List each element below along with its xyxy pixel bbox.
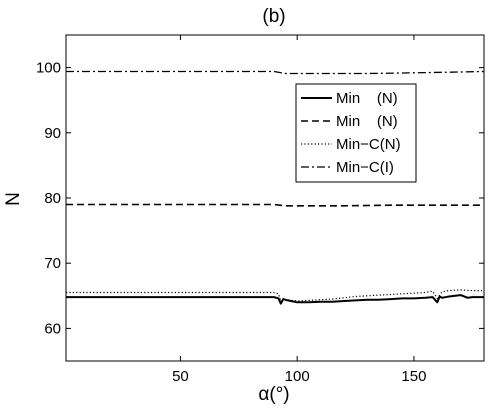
series-line-3 [66,289,484,302]
legend-box [295,83,417,183]
y-tick-label: 100 [36,60,61,77]
x-axis-label: α(°) [258,384,289,405]
plot-area [65,34,485,362]
x-tick-label: 100 [285,368,310,385]
y-tick-label: 60 [44,320,61,337]
x-axis: 50 100 150 [172,35,426,385]
legend-label: Min (N) [336,113,398,130]
y-axis-label: N [3,192,24,206]
chart-title: (b) [262,6,285,27]
series-layer [66,70,485,305]
legend-label: Min−C(N) [336,136,401,153]
x-tick-label: 150 [401,368,426,385]
y-tick-label: 70 [44,255,61,272]
legend-label: Min (N) [336,90,398,107]
y-tick-label: 80 [44,190,61,207]
series-line-1 [66,294,484,305]
legend: Min (N) Min (N) Min−C(N) Min−C(I) [295,83,417,183]
y-tick-label: 90 [44,125,61,142]
legend-label: Min−C(I) [336,159,394,176]
plot-frame [65,34,485,362]
series-line-2 [66,203,484,207]
series-line-4 [66,70,485,75]
x-tick-label: 50 [172,368,189,385]
y-axis: 60 70 80 90 100 [36,60,484,337]
